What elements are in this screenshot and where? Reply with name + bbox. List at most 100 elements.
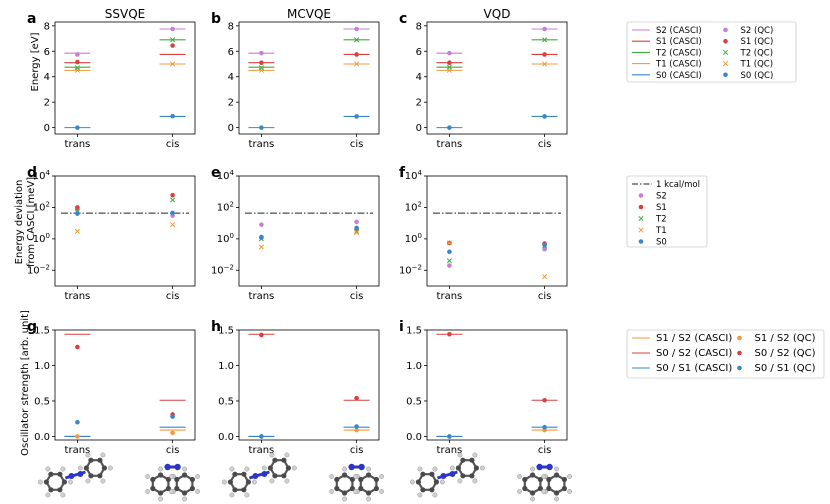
cis-right-hydrogen [353,489,359,494]
trans-right-hydrogen [457,478,463,484]
molecule-trans [409,452,485,498]
trans-n1 [440,473,447,479]
deviation-point-T1-b [170,222,176,228]
cis-n2 [546,463,553,471]
cis-left-hydrogen [530,496,536,502]
trans-left-hydrogen [417,492,423,498]
trans-right-carbon [469,473,475,479]
qc-point-S0 [259,125,264,130]
trans-left-carbon [245,479,251,485]
trans-right-carbon [460,473,466,479]
trans-left-hydrogen [432,466,438,472]
trans-right-ring [269,459,290,477]
legend-label: T1 (CASCI) [655,60,702,70]
cis-left-carbon [342,472,348,478]
trans-left-carbon [57,487,63,493]
trans-left-carbon [232,471,238,477]
cis-left-hydrogen [329,489,335,494]
cis-left-carbon [158,490,164,496]
cis-right-carbon [546,485,552,492]
y-tick-label: 100 [217,232,234,245]
cis-left-ring [335,473,354,495]
deviation-point-T1-b [258,244,264,250]
qc-osc-S0S1 [170,414,175,419]
qc-point-S2 [542,26,547,32]
trans-left-hydrogen [244,466,250,472]
qc-osc-S0S2 [259,332,264,338]
row-ylabel-deviation-1: Energy deviation [14,180,25,265]
legend-label: T2 (CASCI) [655,48,702,58]
molecule-cis [329,463,385,502]
x-tick-label: cis [538,291,552,302]
trans-right-carbon [88,473,94,479]
cis-left-hydrogen [517,489,523,494]
cis-left-ring [523,473,542,495]
y-tick-label: 1.5 [406,326,422,337]
trans-right-carbon [460,457,466,463]
deviation-point-T1-b [354,230,360,236]
cis-left-hydrogen [342,496,348,502]
qc-point-S1 [75,59,80,65]
legend-label: S2 (CASCI) [656,26,702,36]
qc-point-T2-b [354,37,360,43]
trans-n1 [68,473,75,479]
legend-label: S1 / S2 (QC) [755,333,816,344]
y-tick-label: 102 [405,200,422,213]
axes-frame [238,329,380,441]
legend-swatch-marker [737,365,742,371]
cis-right-hydrogen [182,466,188,472]
cis-left-carbon [349,476,355,483]
legend-label: T2 [655,215,667,225]
x-tick-label: trans [437,291,463,302]
x-tick-label: trans [65,445,91,456]
y-tick-label: 0 [228,123,234,134]
qc-point-T1-b [542,61,548,67]
cis-right-hydrogen [567,489,573,494]
panel-letter: c [399,11,407,27]
axes-frame [426,329,568,441]
cis-right-carbon [182,472,188,478]
cis-left-hydrogen [158,466,164,472]
cis-right-hydrogen [366,496,372,502]
y-tick-label: 1.0 [406,361,422,372]
trans-n2 [261,471,268,477]
legend-label: S1 [656,203,667,213]
deviation-point-T2-b [170,197,176,203]
qc-point-S1 [170,43,175,48]
deviation-point-T2-b [354,228,360,234]
y-tick-label: 6 [228,47,234,58]
trans-right-carbon [272,473,278,479]
trans-right-hydrogen [77,465,83,471]
cis-left-carbon [342,490,348,496]
legends-group: S2 (CASCI)S1 (CASCI)T2 (CASCI) T1 (CASCI)… [626,21,825,379]
y-tick-label: 4 [228,72,234,83]
panel-b: 0 2 4 6 8 trans cis b MCVQE [211,7,380,150]
qc-point-T1-b [354,61,360,67]
y-tick-label: 2 [228,98,234,109]
trans-right-hydrogen [269,478,275,484]
y-tick-label: 102 [33,200,50,213]
cis-right-hydrogen [195,489,201,494]
cis-n1 [348,463,355,471]
y-tick-label: 0.0 [34,432,50,443]
deviation-point-S0 [170,210,175,216]
cis-left-carbon [165,476,171,483]
legend-swatch-marker-b [722,49,729,55]
trans-n1 [252,473,259,479]
qc-osc-S0S1 [75,419,80,425]
trans-left-hydrogen [45,492,51,498]
cis-right-hydrogen [182,496,188,502]
trans-right-carbon [97,457,103,463]
legend-swatch-marker [638,239,644,244]
legend-label: S1 (QC) [741,37,774,47]
deviation-point-S0 [259,235,264,240]
y-tick-label: 2 [416,98,422,109]
qc-osc-S0S1 [447,434,452,439]
trans-left-carbon [415,479,421,485]
x-tick-label: trans [249,445,275,456]
trans-left-carbon [429,471,435,477]
trans-right-carbon [88,457,94,463]
legend-swatch-marker-b [722,61,729,67]
trans-right-hydrogen [449,465,455,471]
y-tick-label: 0.0 [406,432,422,443]
